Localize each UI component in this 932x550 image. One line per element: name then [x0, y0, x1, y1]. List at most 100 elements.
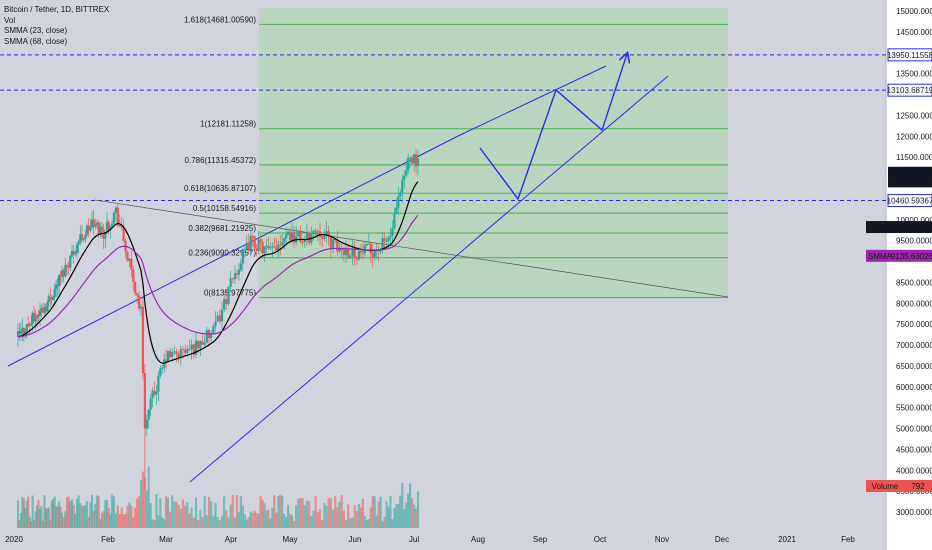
volume-bar [401, 482, 404, 528]
y-tick-18: 6000.00000 [896, 383, 932, 392]
volume-bar [405, 502, 408, 528]
volume-bar [267, 509, 270, 528]
volume-bar [409, 483, 412, 528]
trend-line-2 [94, 199, 729, 298]
volume-bar [122, 514, 125, 528]
volume-bar [316, 512, 319, 528]
volume-bar [67, 496, 70, 528]
volume-bar [347, 504, 350, 528]
volume-bar [373, 496, 376, 528]
y-tick-10: 10000.00000 [896, 216, 932, 225]
volume-bar [340, 495, 343, 528]
volume-bar [285, 516, 288, 528]
volume-bar [245, 519, 248, 528]
indicator-badge-1 [866, 249, 932, 262]
smma-23-line [17, 181, 419, 364]
y-tick-0: 15000.00000 [896, 7, 932, 16]
volume-bar [75, 498, 79, 528]
x-tick-11: Dec [715, 535, 729, 544]
volume-bar [33, 520, 36, 528]
volume-bar [225, 510, 228, 528]
volume-bar [312, 510, 315, 528]
volume-bar [95, 495, 99, 528]
volume-bar [403, 508, 406, 528]
x-tick-0: 2020 [5, 535, 23, 544]
indicator-badge-0 [866, 221, 932, 234]
volume-bar [60, 512, 64, 528]
level-badge-label-2: 10460.59367 [887, 197, 932, 206]
volume-bar [27, 496, 30, 528]
volume-bar [233, 517, 237, 528]
volume-bar [84, 505, 87, 528]
volume-bar [163, 519, 166, 528]
fib-label-7: 0(8135.97775) [204, 289, 256, 298]
volume-bar [79, 502, 82, 528]
volume-badge-label: 792 [911, 482, 925, 491]
volume-bar [416, 491, 420, 528]
volume-bar [393, 508, 396, 528]
volume-bar [257, 513, 260, 528]
x-tick-7: Aug [471, 535, 485, 544]
volume-bar [177, 504, 180, 528]
volume-bar [308, 501, 311, 528]
volume-bar [53, 496, 56, 528]
volume-bar [69, 501, 72, 528]
x-tick-9: Oct [594, 535, 607, 544]
volume-bar [303, 505, 306, 528]
x-tick-1: Feb [101, 535, 115, 544]
volume-bar [229, 504, 232, 528]
fib-label-1: 1(12181.11258) [200, 120, 256, 129]
legend-smma-68: SMMA (68, close) [4, 36, 68, 46]
volume-bar [363, 516, 366, 528]
level-badge-1 [887, 83, 932, 97]
volume-bar [141, 471, 145, 528]
volume-bar [237, 511, 241, 528]
volume-bar [271, 507, 274, 528]
volume-bar [37, 499, 40, 528]
volume-bar [64, 511, 67, 528]
volume-bar [99, 518, 102, 528]
volume-bar [283, 513, 286, 528]
y-tick-11: 9500.00000 [896, 237, 932, 246]
volume-bar [203, 496, 206, 528]
indicator-badge-label-0: 9825.44042 [891, 223, 932, 232]
price-badge-1 [888, 175, 932, 188]
volume-bar [292, 521, 296, 528]
volume-bar [72, 504, 75, 528]
volume-bar [297, 498, 300, 528]
volume-bar [171, 495, 174, 528]
price-badge-label-0: 11125.97198 [887, 169, 932, 178]
volume-bar [391, 519, 394, 528]
trend-line-0 [7, 135, 459, 367]
volume-bar [181, 499, 185, 528]
volume-bar [253, 510, 256, 528]
y-tick-22: 4000.00000 [896, 466, 932, 475]
volume-bar [334, 496, 337, 528]
volume-bar [247, 516, 250, 528]
volume-bar [227, 517, 230, 528]
volume-bar [353, 505, 356, 528]
volume-bar [153, 520, 156, 528]
volume-bar [97, 496, 100, 528]
x-tick-2: Mar [159, 535, 173, 544]
volume-bar [359, 507, 363, 528]
volume-bar [112, 496, 116, 528]
volume-bar [387, 506, 390, 528]
volume-bar [52, 498, 55, 528]
volume-bar [371, 496, 374, 528]
volume-bar [168, 511, 172, 528]
volume-bar [395, 504, 398, 528]
volume-bar [151, 518, 154, 528]
volume-bar [365, 519, 368, 528]
volume-bar [273, 495, 276, 528]
volume-bar [19, 512, 23, 528]
volume-bar [173, 501, 176, 528]
volume-bar [25, 500, 28, 528]
volume-bar [57, 501, 61, 528]
volume-badge-tag: Volume [872, 482, 899, 491]
volume-bar [251, 513, 254, 528]
x-tick-4: May [282, 535, 297, 544]
volume-bars [16, 466, 420, 528]
